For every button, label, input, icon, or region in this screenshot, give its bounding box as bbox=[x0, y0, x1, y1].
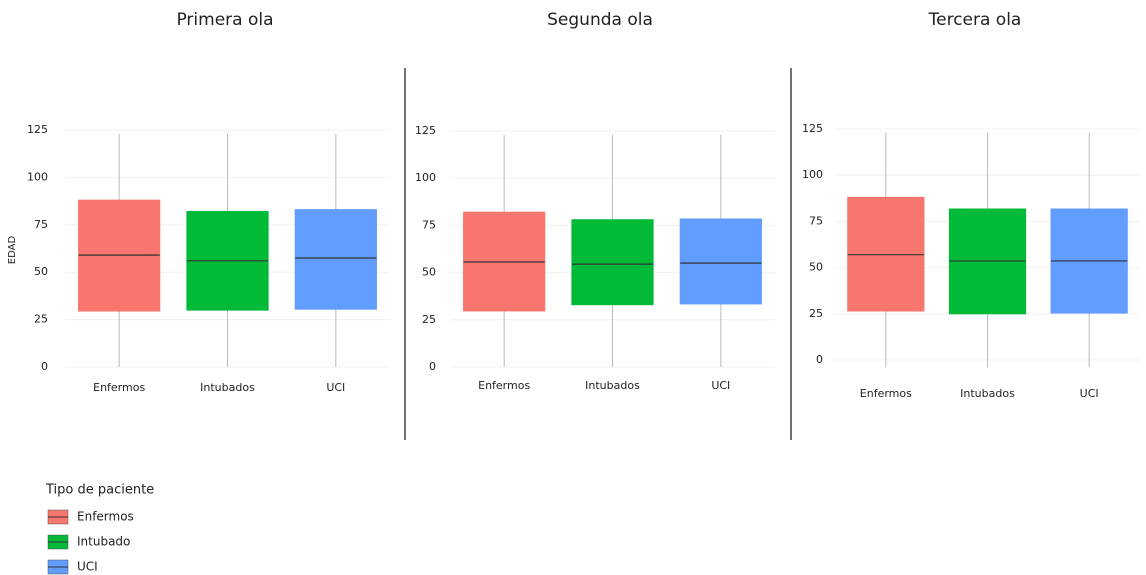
y-tick-label: 50 bbox=[809, 261, 823, 274]
y-tick-label: 125 bbox=[415, 124, 436, 137]
y-tick-label: 75 bbox=[809, 214, 823, 227]
x-tick-label: Enfermos bbox=[93, 381, 145, 394]
y-tick-label: 50 bbox=[34, 265, 48, 278]
x-tick-label: Intubados bbox=[585, 379, 640, 392]
legend-label: Enfermos bbox=[77, 510, 134, 524]
x-tick-label: Intubados bbox=[960, 387, 1015, 400]
x-tick-label: UCI bbox=[1080, 387, 1099, 400]
y-tick-label: 50 bbox=[422, 266, 436, 279]
chart-title: Segunda ola bbox=[547, 10, 653, 30]
y-tick-label: 25 bbox=[422, 313, 436, 326]
x-tick-label: Enfermos bbox=[478, 379, 530, 392]
y-tick-label: 0 bbox=[41, 360, 48, 373]
y-tick-label: 0 bbox=[816, 353, 823, 366]
x-tick-label: UCI bbox=[326, 381, 345, 394]
y-tick-label: 75 bbox=[422, 218, 436, 231]
box bbox=[571, 219, 654, 306]
y-tick-label: 75 bbox=[34, 218, 48, 231]
y-tick-label: 100 bbox=[415, 171, 436, 184]
y-tick-label: 100 bbox=[802, 168, 823, 181]
x-tick-label: UCI bbox=[711, 379, 730, 392]
chart-title: Primera ola bbox=[176, 10, 273, 30]
box bbox=[294, 209, 377, 310]
legend-label: UCI bbox=[77, 560, 98, 574]
x-tick-label: Enfermos bbox=[860, 387, 912, 400]
chart-title: Tercera ola bbox=[928, 10, 1022, 30]
x-tick-label: Intubados bbox=[200, 381, 255, 394]
legend-label: Intubado bbox=[77, 535, 130, 549]
legend-title: Tipo de paciente bbox=[45, 483, 154, 498]
y-tick-label: 0 bbox=[429, 360, 436, 373]
box bbox=[679, 218, 762, 305]
y-tick-label: 125 bbox=[27, 123, 48, 136]
y-tick-label: 100 bbox=[27, 170, 48, 183]
y-tick-label: 25 bbox=[34, 313, 48, 326]
y-tick-label: 125 bbox=[802, 122, 823, 135]
y-tick-label: 25 bbox=[809, 307, 823, 320]
y-axis-label: EDAD bbox=[7, 236, 18, 265]
